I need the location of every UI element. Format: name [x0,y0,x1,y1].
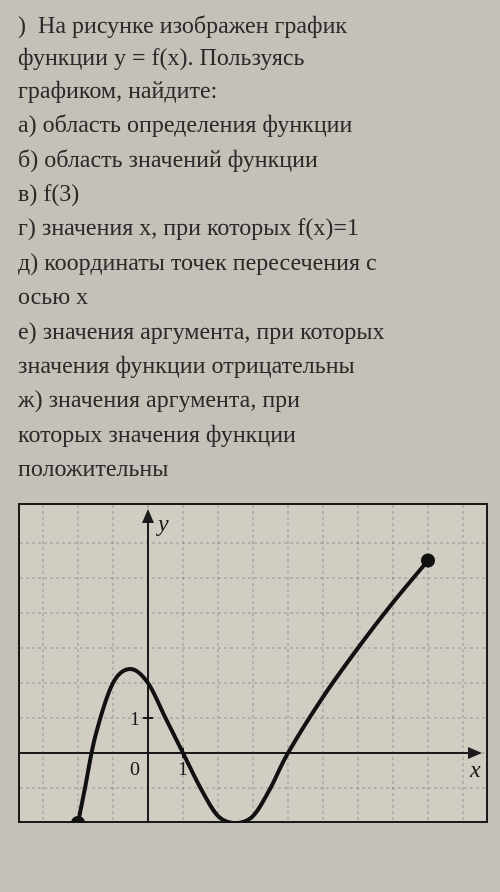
intro-line-2: графиком, найдите: [18,78,217,104]
item-g: г) значения x, при которых f(x)=1 [18,212,486,244]
svg-text:0: 0 [130,758,140,780]
svg-text:y: y [156,511,169,537]
item-e-1: е) значения аргумента, при которых [18,316,486,348]
problem-number-paren: ) [18,10,26,42]
item-zh-1: ж) значения аргумента, при [18,384,486,416]
function-graph: 011yx [18,503,488,823]
problem-text: ) На рисунке изображен график функции y … [18,10,486,485]
item-d-1: д) координаты точек пересечения с [18,247,486,279]
item-e-2: значения функции отрицательны [18,350,486,382]
item-d-2: осью x [18,281,486,313]
item-a: а) область определения функции [18,109,486,141]
item-b: б) область значений функции [18,144,486,176]
item-v: в) f(3) [18,178,486,210]
item-zh-3: положительны [18,453,486,485]
intro-line-1: функции y = f(x). Пользуясь [18,45,304,71]
svg-text:1: 1 [130,708,140,730]
intro-line-0: На рисунке изображен график [38,13,347,39]
item-zh-2: которых значения функции [18,419,486,451]
question-items: а) область определения функции б) област… [18,109,486,485]
svg-text:x: x [469,757,481,783]
graph-svg: 011yx [18,503,488,823]
